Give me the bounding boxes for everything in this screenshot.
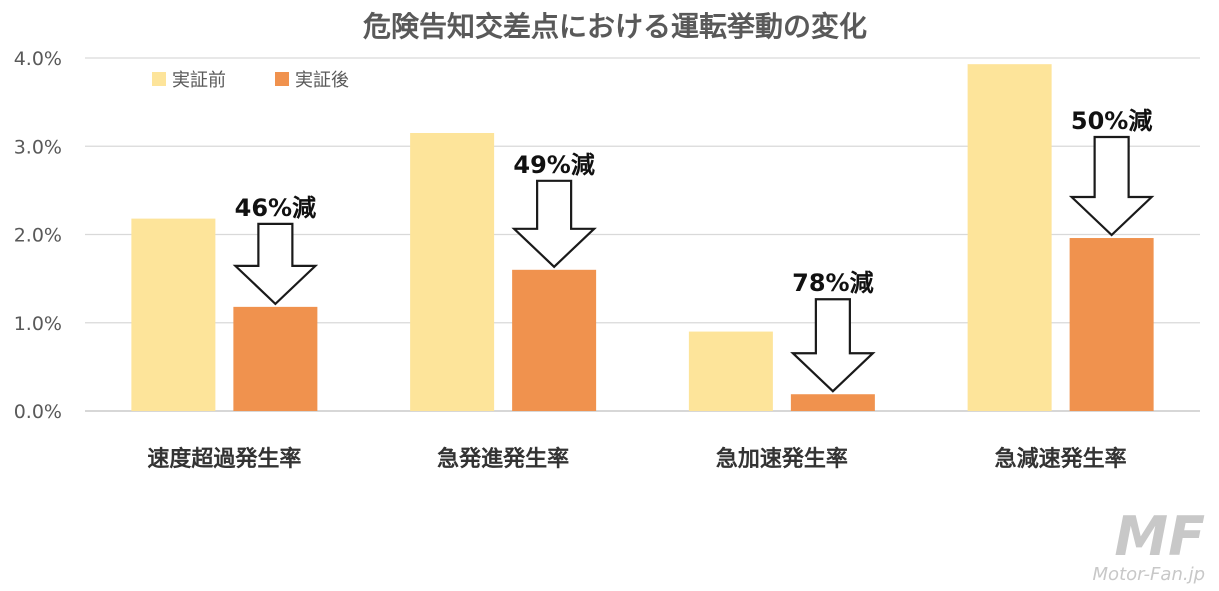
bar-before: [131, 218, 216, 411]
watermark-logo: MF: [1114, 505, 1205, 568]
down-arrow-icon: [1068, 135, 1155, 237]
reduction-label: 46%減: [235, 194, 316, 222]
down-arrow-icon: [790, 298, 876, 393]
legend-swatch-before: [152, 72, 166, 86]
bar-before: [967, 64, 1052, 412]
legend-label-before: 実証前: [172, 70, 226, 91]
bar-before: [410, 133, 495, 411]
chart-title: 危険告知交差点における運転挙動の変化: [363, 10, 867, 43]
category-label: 急加速発生率: [716, 446, 848, 472]
y-axis-ticks: 0.0% 1.0% 2.0% 3.0% 4.0%: [14, 48, 62, 423]
category-label: 急減速発生率: [995, 446, 1127, 472]
reduction-arrows: 46%減 49%減 78%減 50%減: [232, 107, 1155, 393]
down-arrow-icon: [232, 222, 319, 306]
y-tick-label: 1.0%: [14, 313, 62, 335]
category-labels: 速度超過発生率 急発進発生率 急加速発生率 急減速発生率: [147, 446, 1126, 472]
bar-after: [233, 306, 318, 411]
y-tick-label: 3.0%: [14, 136, 62, 158]
watermark: MF Motor-Fan.jp: [1093, 505, 1206, 585]
category-label: 急発進発生率: [437, 446, 569, 472]
bar-after: [512, 269, 597, 411]
bar-after: [790, 394, 875, 411]
bars: [131, 64, 1154, 412]
bar-before: [688, 331, 773, 411]
watermark-text: Motor-Fan.jp: [1093, 564, 1205, 585]
down-arrow-icon: [511, 179, 597, 269]
reduction-label: 50%減: [1071, 107, 1152, 135]
reduction-label: 49%減: [513, 151, 594, 179]
reduction-label: 78%減: [792, 269, 873, 297]
y-tick-label: 4.0%: [14, 48, 62, 70]
category-label: 速度超過発生率: [147, 446, 301, 472]
y-tick-label: 2.0%: [14, 225, 62, 247]
bar-after: [1069, 238, 1154, 411]
legend-label-after: 実証後: [295, 70, 349, 91]
legend-swatch-after: [275, 72, 289, 86]
y-tick-label: 0.0%: [14, 401, 62, 423]
legend: 実証前 実証後: [152, 70, 349, 91]
